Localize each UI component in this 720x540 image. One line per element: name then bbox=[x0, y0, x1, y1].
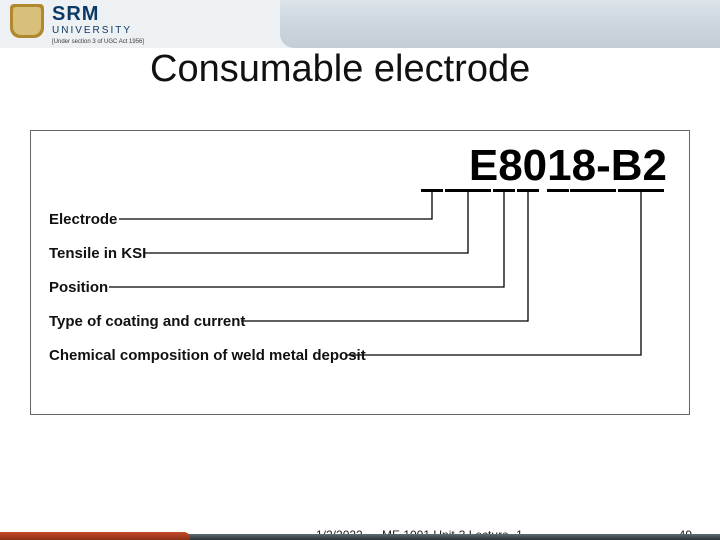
header-photo-strip bbox=[280, 0, 720, 48]
diagram-label: Position bbox=[49, 279, 108, 296]
code-underscore bbox=[517, 189, 539, 192]
connector-line bbox=[241, 189, 528, 321]
crest-icon bbox=[10, 4, 44, 38]
diagram-label: Tensile in KSI bbox=[49, 245, 146, 262]
code-underscore bbox=[493, 189, 515, 192]
bottom-accent bbox=[0, 532, 190, 540]
brand-text: SRM UNIVERSITY [Under section 3 of UGC A… bbox=[52, 4, 144, 45]
code-underscore bbox=[618, 189, 664, 192]
connector-line bbox=[119, 189, 432, 219]
code-underscore bbox=[570, 189, 616, 192]
connector-line bbox=[109, 189, 504, 287]
code-underscore bbox=[421, 189, 443, 192]
code-underscore bbox=[547, 189, 569, 192]
brand-tiny: [Under section 3 of UGC Act 1956] bbox=[52, 39, 144, 45]
diagram-label: Electrode bbox=[49, 211, 117, 228]
diagram-svg bbox=[31, 131, 691, 416]
diagram-label: Type of coating and current bbox=[49, 313, 245, 330]
electrode-diagram: E8018-B2 ElectrodeTensile in KSIPosition… bbox=[30, 130, 690, 415]
diagram-label: Chemical composition of weld metal depos… bbox=[49, 347, 366, 364]
slide: SRM UNIVERSITY [Under section 3 of UGC A… bbox=[0, 0, 720, 540]
page-title: Consumable electrode bbox=[150, 48, 530, 91]
brand-top: SRM bbox=[52, 4, 144, 24]
connector-line bbox=[145, 189, 468, 253]
code-underscore bbox=[445, 189, 491, 192]
brand-block: SRM UNIVERSITY [Under section 3 of UGC A… bbox=[10, 4, 144, 45]
brand-sub: UNIVERSITY bbox=[52, 26, 144, 36]
connector-line bbox=[347, 189, 641, 355]
